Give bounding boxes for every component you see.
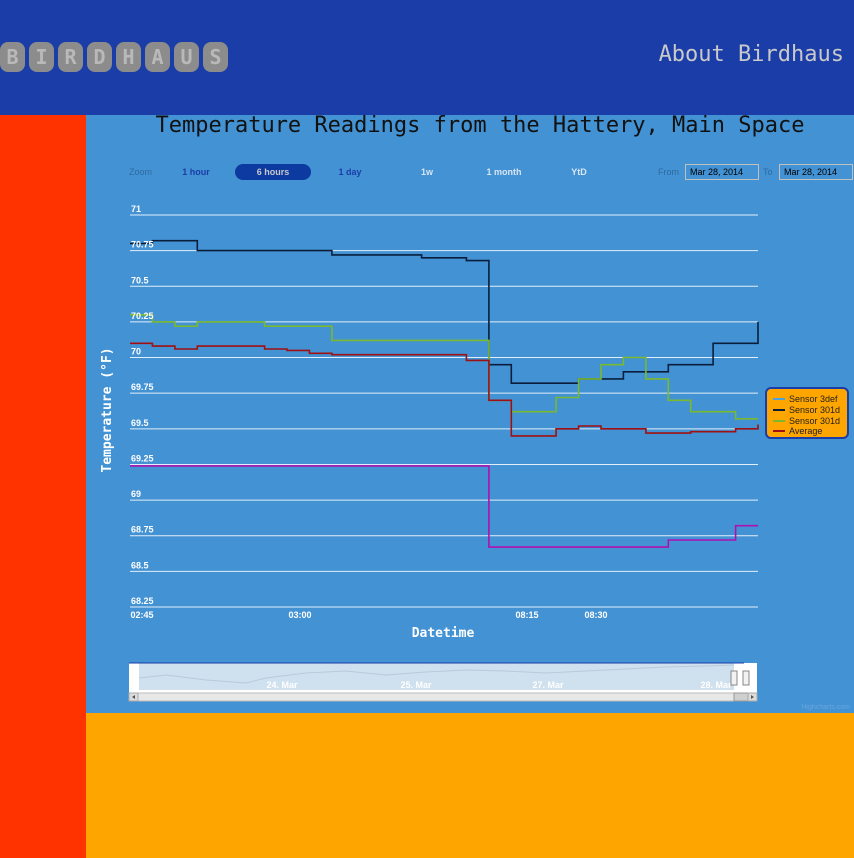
to-date-input[interactable] [779,164,853,180]
site-header: B I R D H A U S About Birdhaus [0,0,854,115]
navigator[interactable]: 24. Mar 25. Mar 27. Mar 28. Mar [128,662,758,702]
zoom-1-month-button[interactable]: 1 month [486,167,522,177]
logo-letter: A [145,42,170,72]
logo-letter: U [174,42,199,72]
chart-svg: 71 70.75 70.5 70.25 70 69.75 69.5 69.25 69 68.75 6… [100,204,759,702]
legend-swatch [773,409,785,411]
series-line[interactable] [130,239,759,384]
logo-letter: R [58,42,83,72]
x-axis-title: Datetime [412,626,475,641]
legend-label: Sensor 3def [789,394,838,404]
navigator-series [138,664,735,684]
zoom-1-hour-button[interactable]: 1 hour [182,167,210,177]
zoom-ytd-button[interactable]: YtD [571,167,587,177]
y-axis-title: Temperature (°F) [100,347,115,472]
legend-label: Average [789,426,823,436]
x-tick-label: 08:15 [515,610,538,620]
highcharts-credits[interactable]: Highcharts.com [801,704,850,711]
legend-item[interactable]: Sensor 301d [773,416,840,426]
series-line[interactable] [130,465,758,548]
y-tick-label: 71 [131,204,141,214]
chart-title: Temperature Readings from the Hattery, M… [155,113,805,138]
navigator-handle-right[interactable] [742,670,750,686]
y-tick-label: 69.25 [131,453,154,463]
y-tick-label: 69.5 [131,418,149,428]
from-label: From [658,167,679,177]
zoom-label: Zoom [129,167,153,177]
logo-letter: H [116,42,141,72]
series-line[interactable] [130,314,758,420]
about-birdhaus-link[interactable]: About Birdhaus [658,42,844,67]
zoom-6-hours-button[interactable]: 6 hours [235,164,311,180]
legend-swatch [773,430,785,432]
logo-letter: D [87,42,112,72]
y-tick-label: 69 [131,489,141,499]
y-tick-label: 70.75 [131,240,154,250]
zoom-1-day-button[interactable]: 1 day [338,167,362,177]
series-line[interactable] [130,342,759,437]
navigator-handle-left[interactable] [730,670,738,686]
y-tick-label: 69.75 [131,382,154,392]
chevron-left-icon [132,695,135,699]
y-tick-label: 70.25 [131,311,154,321]
left-sidebar-bar [0,115,86,858]
y-tick-label: 70 [131,347,141,357]
zoom-1w-button[interactable]: 1w [420,167,433,177]
legend-label: Sensor 301d [789,416,841,426]
navigator-selected-range[interactable] [139,663,734,690]
birdhaus-logo[interactable]: B I R D H A U S [0,42,228,72]
legend-item[interactable]: Sensor 301d [773,405,840,415]
chevron-right-icon [751,695,754,699]
logo-letter: S [203,42,228,72]
y-tick-label: 68.25 [131,596,154,606]
navigator-label: 25. Mar [400,680,432,690]
y-tick-label: 68.5 [131,560,149,570]
navigator-label: 27. Mar [532,680,564,690]
legend-label: Sensor 301d [789,405,841,415]
navigator-label: 24. Mar [266,680,298,690]
to-label: To [763,167,773,177]
scrollbar-track[interactable] [128,692,758,702]
logo-letter: B [0,42,25,72]
legend-swatch [773,420,785,422]
chart-legend: Sensor 3def Sensor 301d Sensor 301d Aver… [765,387,849,439]
y-tick-label: 68.75 [131,525,154,535]
navigator-label: 28. Mar [700,680,732,690]
legend-swatch [773,398,785,400]
y-tick-label: 70.5 [131,275,149,285]
x-tick-label: 03:00 [288,610,311,620]
scrollbar-thumb[interactable] [733,692,749,702]
legend-item[interactable]: Sensor 3def [773,394,838,404]
x-tick-label: 08:30 [584,610,607,620]
from-date-input[interactable] [685,164,759,180]
logo-letter: I [29,42,54,72]
chart-panel: Temperature Readings from the Hattery, M… [86,113,854,713]
legend-item[interactable]: Average [773,426,822,436]
x-tick-label: 02:45 [130,610,153,620]
